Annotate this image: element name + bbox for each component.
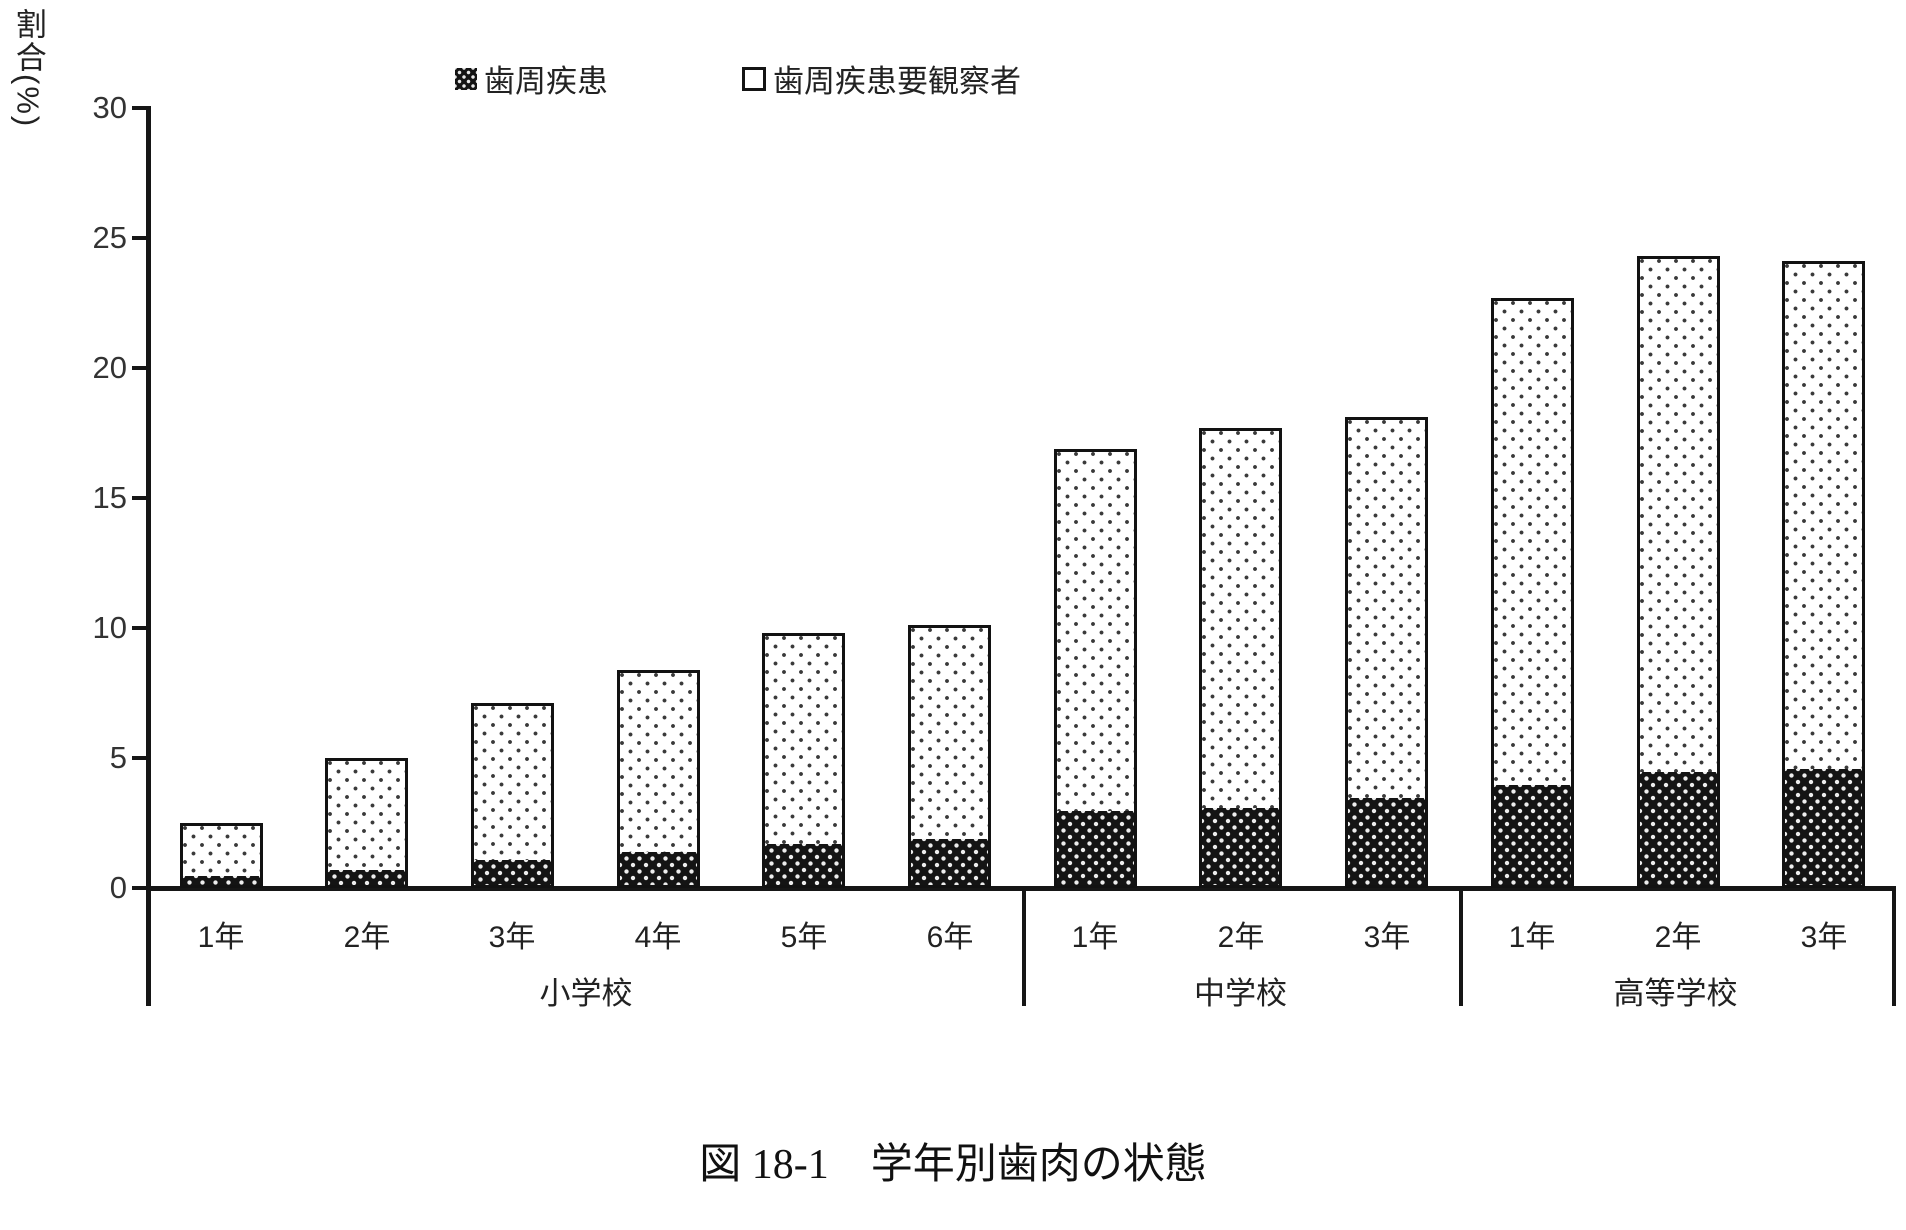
bar-segment-observer — [1785, 264, 1862, 770]
y-tick-label: 30 — [92, 90, 127, 125]
bar-segment-observer — [620, 673, 697, 853]
bar-segment-disease — [620, 852, 697, 885]
bar — [325, 758, 408, 888]
group-label: 高等学校 — [1613, 976, 1738, 1011]
y-axis-title: 割合(%) — [10, 8, 46, 129]
x-grade-label: 2年 — [343, 921, 391, 954]
bar — [617, 670, 700, 888]
legend-swatch-observer-icon — [742, 66, 766, 91]
bar — [180, 823, 263, 888]
bar-segment-observer — [1202, 431, 1279, 809]
figure-caption: 図 18-1 学年別歯肉の状態 — [699, 1142, 1207, 1188]
y-tick-label: 15 — [92, 480, 127, 515]
legend-item-disease: 歯周疾患 — [455, 56, 608, 101]
y-tick-mark — [132, 496, 147, 500]
bar-segment-observer — [1057, 452, 1134, 812]
group-divider — [1022, 888, 1026, 1006]
x-grade-label: 6年 — [926, 921, 974, 954]
bar — [908, 625, 991, 888]
bar-segment-observer — [1640, 259, 1717, 772]
legend-label-observer: 歯周疾患要観察者 — [773, 64, 1021, 99]
y-tick-mark — [132, 756, 147, 760]
bar-segment-disease — [1640, 771, 1717, 885]
y-tick-mark — [132, 366, 147, 370]
bar — [762, 633, 845, 888]
x-grade-label: 4年 — [634, 921, 682, 954]
bar — [1054, 449, 1137, 888]
y-tick-label: 0 — [109, 870, 127, 905]
y-tick-label: 10 — [92, 610, 127, 645]
bar-segment-disease — [328, 869, 405, 885]
bar — [1345, 417, 1428, 888]
bar-segment-disease — [911, 839, 988, 885]
y-tick-label: 5 — [109, 740, 127, 775]
x-grade-label: 1年 — [1071, 921, 1119, 954]
y-tick-label: 25 — [92, 220, 127, 255]
bar-segment-disease — [474, 859, 551, 885]
bar-segment-observer — [765, 636, 842, 844]
bar-segment-disease — [1057, 811, 1134, 885]
bar-segment-disease — [1494, 785, 1571, 885]
group-divider — [1892, 888, 1896, 1006]
x-grade-label: 3年 — [488, 921, 536, 954]
legend-swatch-disease-icon — [455, 67, 477, 90]
bar — [1637, 256, 1720, 888]
bar-segment-disease — [1202, 808, 1279, 885]
x-grade-label: 1年 — [197, 921, 245, 954]
legend-label-disease: 歯周疾患 — [484, 64, 608, 99]
bar-segment-observer — [328, 761, 405, 870]
bar-segment-observer — [911, 628, 988, 840]
x-grade-label: 5年 — [780, 921, 828, 954]
bar-segment-disease — [1348, 797, 1425, 885]
x-grade-label: 2年 — [1654, 921, 1702, 954]
y-tick-mark — [132, 236, 147, 240]
group-divider — [1459, 888, 1463, 1006]
group-label: 小学校 — [539, 976, 633, 1011]
group-label: 中学校 — [1194, 976, 1287, 1011]
x-grade-label: 3年 — [1363, 921, 1411, 954]
bar-segment-observer — [183, 826, 260, 876]
bar-segment-disease — [1785, 769, 1862, 885]
y-tick-label: 20 — [92, 350, 127, 385]
x-grade-label: 2年 — [1217, 921, 1265, 954]
bar-segment-observer — [1494, 301, 1571, 786]
bar — [471, 703, 554, 888]
y-tick-mark — [132, 106, 147, 110]
bar-segment-observer — [474, 706, 551, 860]
bar-segment-disease — [765, 843, 842, 885]
y-tick-mark — [132, 886, 147, 890]
bar-segment-disease — [183, 875, 260, 885]
bar — [1782, 261, 1865, 888]
x-grade-label: 3年 — [1800, 921, 1848, 954]
bar — [1199, 428, 1282, 888]
bar — [1491, 298, 1574, 888]
bar-segment-observer — [1348, 420, 1425, 798]
y-tick-mark — [132, 626, 147, 630]
legend-item-observer: 歯周疾患要観察者 — [742, 56, 1021, 101]
x-grade-label: 1年 — [1508, 921, 1556, 954]
y-axis-line — [146, 106, 151, 1006]
